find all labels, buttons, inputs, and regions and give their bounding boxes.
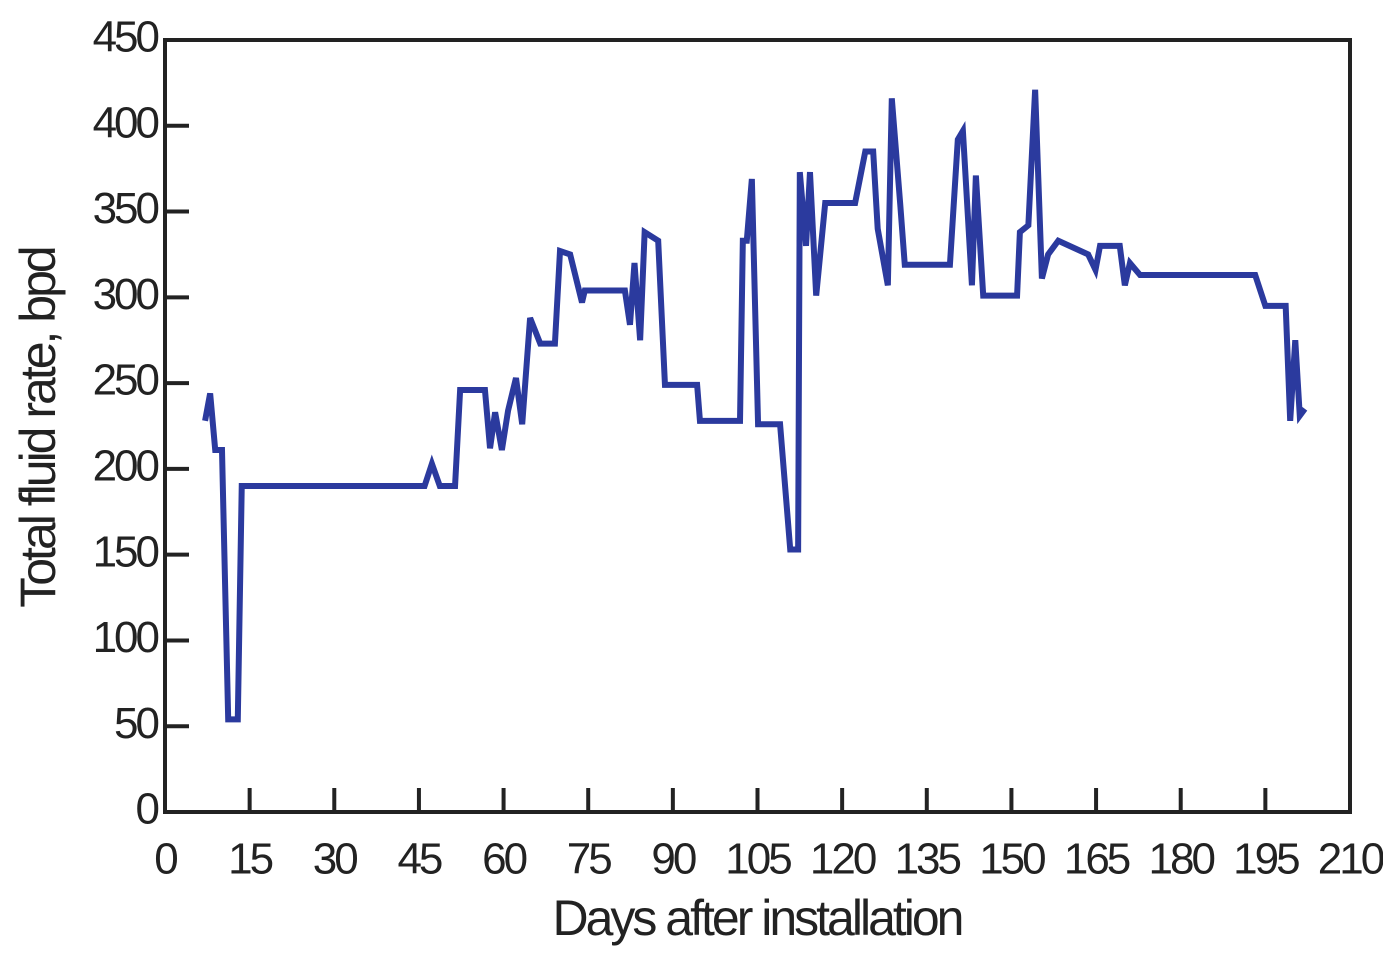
y-tick-label: 50 — [114, 699, 158, 748]
x-tick-label: 45 — [397, 835, 441, 884]
y-tick-label: 350 — [93, 184, 159, 233]
x-tick-label: 195 — [1233, 835, 1299, 884]
y-tick-label: 0 — [136, 785, 159, 834]
x-tick-label: 150 — [979, 835, 1045, 884]
x-tick-label: 120 — [810, 835, 876, 884]
data-line — [202, 89, 1308, 723]
y-tick-label: 150 — [93, 527, 159, 576]
y-tick-label: 100 — [93, 613, 159, 662]
x-axis-label: Days after installation — [552, 890, 961, 946]
y-tick-label: 450 — [93, 13, 159, 62]
y-tick-label: 400 — [93, 98, 159, 147]
x-tick-label: 15 — [228, 835, 272, 884]
x-tick-label: 60 — [482, 835, 526, 884]
x-tick-label: 30 — [313, 835, 357, 884]
x-tick-label: 210 — [1318, 835, 1383, 884]
y-tick-label: 250 — [93, 356, 159, 405]
x-tick-label: 135 — [895, 835, 961, 884]
y-axis-label: Total fluid rate, bpd — [10, 248, 66, 608]
x-tick-label: 180 — [1149, 835, 1215, 884]
x-tick-label: 90 — [651, 835, 695, 884]
x-tick-label: 165 — [1064, 835, 1130, 884]
x-tick-label: 75 — [567, 835, 611, 884]
x-tick-label: 0 — [154, 835, 177, 884]
y-tick-label: 200 — [93, 442, 159, 491]
x-tick-label: 105 — [725, 835, 791, 884]
y-tick-label: 300 — [93, 270, 159, 319]
